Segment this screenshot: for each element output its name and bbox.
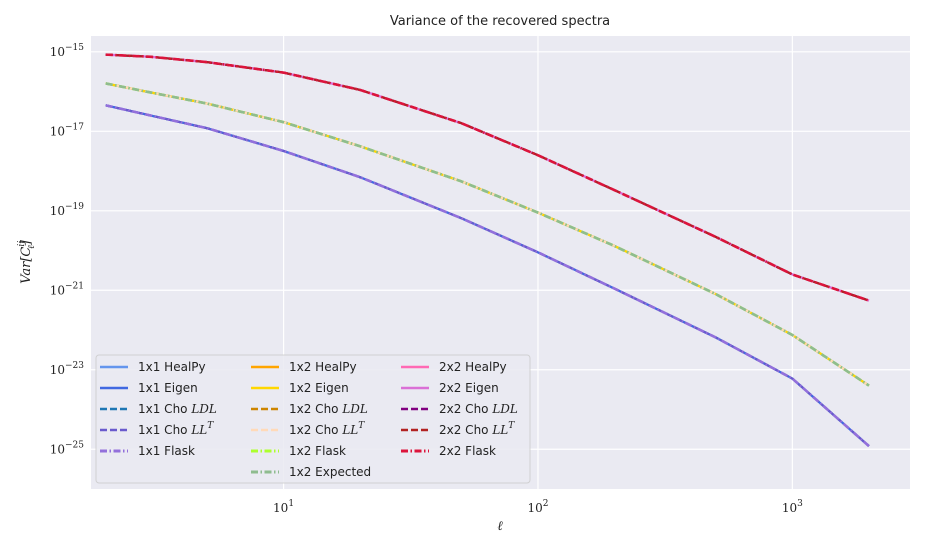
series-line-2x2-flask	[105, 53, 870, 302]
y-tick-label: 10−23	[50, 361, 85, 377]
y-tick-label: 10−15	[50, 43, 85, 59]
legend-label: 2x2 Flask	[439, 444, 496, 458]
legend-label: 1x1 HealPy	[138, 360, 206, 374]
y-axis-ticks: 10−15 10−17 10−19 10−21 10−23 10−25	[50, 43, 85, 456]
legend-box	[95, 354, 531, 484]
y-tick-label: 10−21	[50, 281, 84, 297]
legend-label: 1x1 Flask	[138, 444, 195, 458]
legend-label: 1x2 Cho LLT	[289, 421, 365, 437]
legend-label: 2x2 Cho LLT	[439, 421, 515, 437]
legend-label: 1x1 Cho LDL	[138, 402, 217, 416]
x-axis-label: ℓ	[497, 519, 503, 534]
x-axis-ticks: 101 102 103	[273, 499, 803, 515]
y-tick-label: 10−19	[50, 202, 85, 218]
legend-label: 1x1 Cho LLT	[138, 421, 214, 437]
x-tick-label: 101	[273, 499, 294, 515]
x-tick-label: 103	[782, 499, 803, 515]
series-line-1x1-flask	[105, 104, 870, 448]
legend-label: 1x1 Eigen	[138, 381, 198, 395]
chart-title: Variance of the recovered spectra	[390, 14, 610, 29]
legend-label: 2x2 HealPy	[439, 360, 507, 374]
y-axis-label: Var[Cijℓ]	[17, 239, 37, 284]
y-tick-label: 10−17	[50, 122, 85, 138]
legend-label: 1x2 Eigen	[289, 381, 349, 395]
legend-label: 1x2 HealPy	[289, 360, 357, 374]
legend-label: 1x2 Expected	[289, 465, 371, 479]
series-layer	[105, 53, 870, 448]
legend: 1x1 HealPy 1x1 Eigen 1x1 Cho LDL 1x1 Cho LL…	[95, 354, 531, 484]
x-tick-label: 102	[527, 499, 548, 515]
legend-label: 2x2 Eigen	[439, 381, 499, 395]
legend-label: 2x2 Cho LDL	[439, 402, 518, 416]
legend-label: 1x2 Flask	[289, 444, 346, 458]
y-tick-label: 10−25	[50, 440, 85, 456]
legend-label: 1x2 Cho LDL	[289, 402, 368, 416]
series-line-1x2-expected	[105, 82, 870, 387]
